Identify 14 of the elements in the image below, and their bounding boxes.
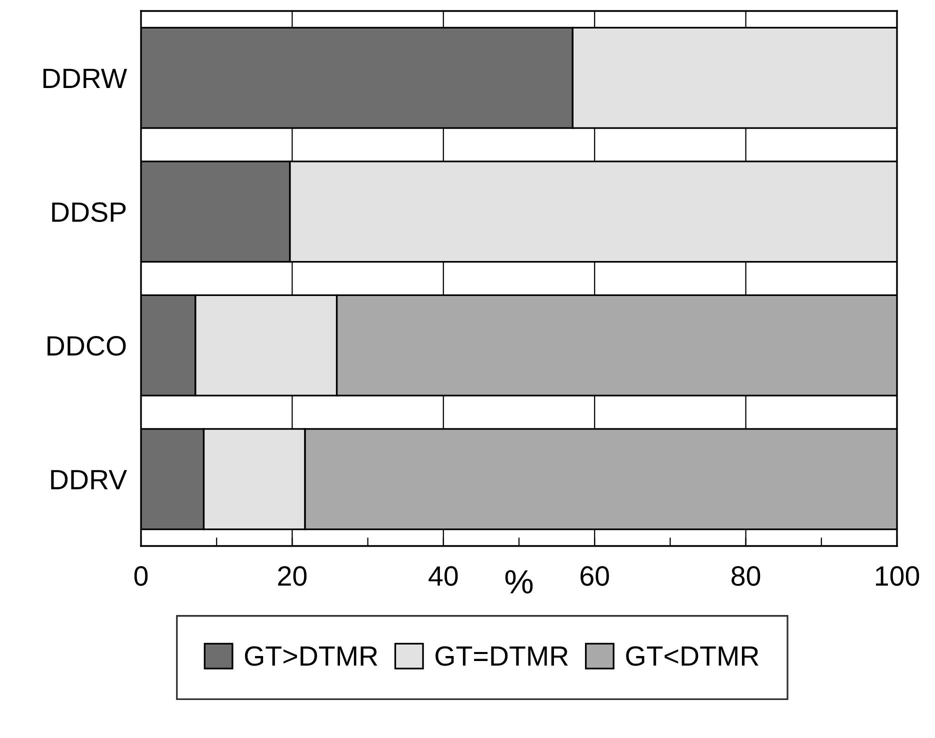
x-tick-label: 20: [278, 566, 307, 586]
legend-label: GT>DTMR: [244, 646, 378, 666]
x-tick-label: 100: [876, 566, 920, 586]
y-tick-label: DDRV: [51, 470, 127, 490]
x-tick-label: 80: [732, 566, 760, 586]
y-tick-label: DDCO: [48, 336, 126, 356]
x-axis-title: %: [505, 570, 533, 594]
y-tick-label: DDRW: [43, 68, 128, 88]
y-tick-label: DDSP: [52, 202, 126, 222]
legend-label: GT<DTMR: [626, 646, 758, 666]
x-tick-label: 0: [134, 566, 148, 586]
x-tick-label: 40: [428, 566, 458, 586]
legend-label: GT=DTMR: [436, 646, 568, 666]
x-tick-label: 60: [580, 566, 609, 586]
